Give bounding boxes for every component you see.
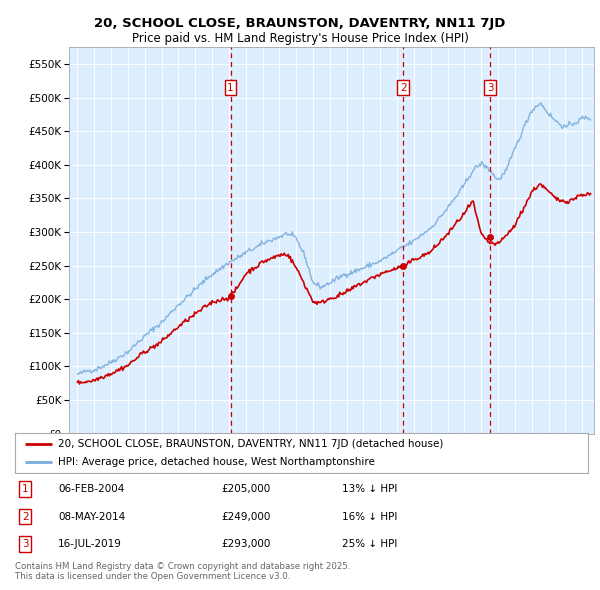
Text: 08-MAY-2014: 08-MAY-2014 <box>58 512 125 522</box>
Text: 25% ↓ HPI: 25% ↓ HPI <box>341 539 397 549</box>
Text: £249,000: £249,000 <box>221 512 271 522</box>
Text: 2: 2 <box>22 512 29 522</box>
Text: 3: 3 <box>22 539 29 549</box>
Text: 1: 1 <box>22 484 29 494</box>
Text: 06-FEB-2004: 06-FEB-2004 <box>58 484 124 494</box>
Text: 13% ↓ HPI: 13% ↓ HPI <box>341 484 397 494</box>
Text: 1: 1 <box>227 83 234 93</box>
Text: 20, SCHOOL CLOSE, BRAUNSTON, DAVENTRY, NN11 7JD (detached house): 20, SCHOOL CLOSE, BRAUNSTON, DAVENTRY, N… <box>58 439 443 449</box>
Text: £293,000: £293,000 <box>221 539 271 549</box>
Text: 20, SCHOOL CLOSE, BRAUNSTON, DAVENTRY, NN11 7JD: 20, SCHOOL CLOSE, BRAUNSTON, DAVENTRY, N… <box>94 17 506 30</box>
Text: £205,000: £205,000 <box>221 484 271 494</box>
Text: HPI: Average price, detached house, West Northamptonshire: HPI: Average price, detached house, West… <box>58 457 375 467</box>
Text: 16-JUL-2019: 16-JUL-2019 <box>58 539 122 549</box>
Text: 2: 2 <box>400 83 407 93</box>
Text: 3: 3 <box>487 83 494 93</box>
Text: Price paid vs. HM Land Registry's House Price Index (HPI): Price paid vs. HM Land Registry's House … <box>131 32 469 45</box>
Text: 16% ↓ HPI: 16% ↓ HPI <box>341 512 397 522</box>
Text: Contains HM Land Registry data © Crown copyright and database right 2025.
This d: Contains HM Land Registry data © Crown c… <box>15 562 350 581</box>
